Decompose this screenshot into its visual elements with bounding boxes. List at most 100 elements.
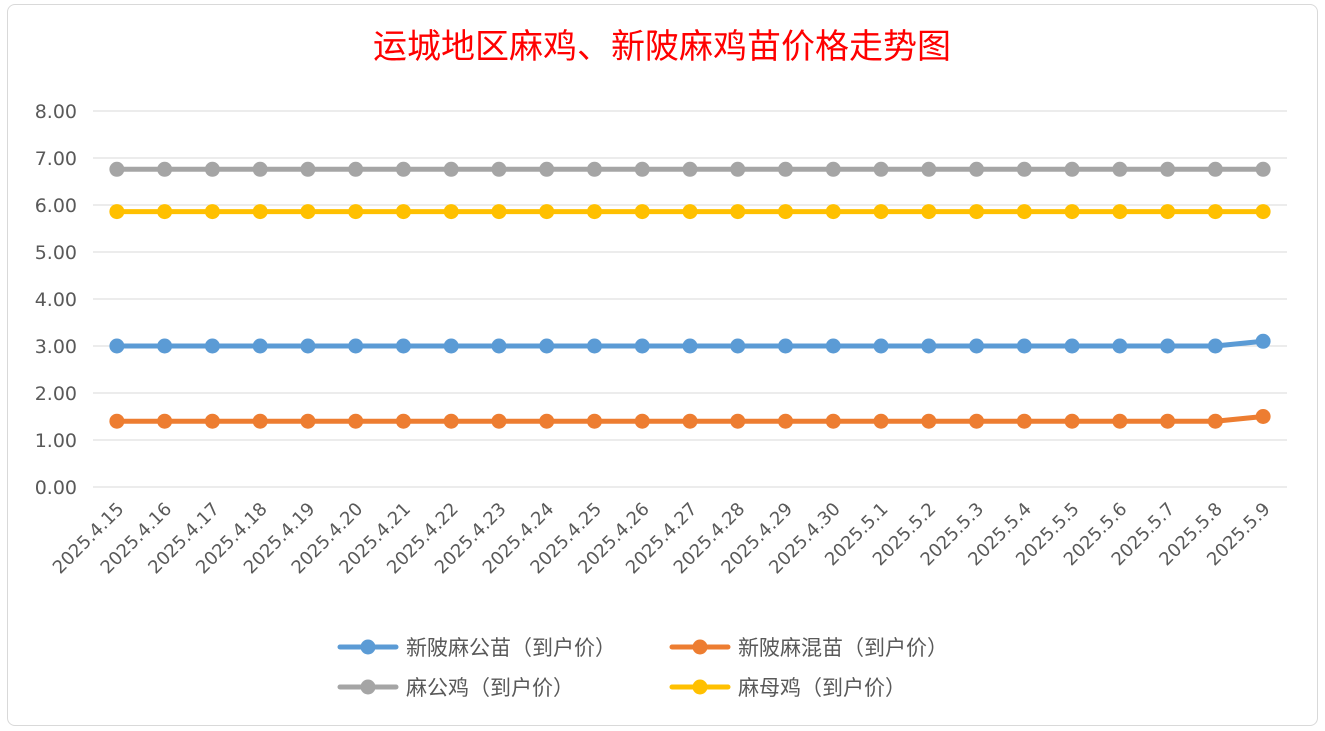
data-point [1016, 338, 1032, 354]
data-point [300, 161, 316, 177]
data-point [1016, 161, 1032, 177]
data-point [969, 204, 985, 220]
data-point [634, 161, 650, 177]
legend-swatch-marker [692, 639, 708, 655]
legend-label: 新陂麻混苗（到户价） [738, 636, 948, 660]
data-point [586, 204, 602, 220]
data-point [634, 413, 650, 429]
data-point [491, 204, 507, 220]
data-point [1207, 204, 1223, 220]
series-2 [109, 409, 1271, 429]
data-point [1064, 338, 1080, 354]
data-point [682, 413, 698, 429]
data-point [252, 338, 268, 354]
y-tick-label: 5.00 [35, 242, 77, 264]
data-point [348, 338, 364, 354]
data-point [1160, 161, 1176, 177]
data-point [252, 204, 268, 220]
legend-swatch-marker [692, 679, 708, 695]
data-point [157, 204, 173, 220]
data-point [300, 338, 316, 354]
series-1 [109, 333, 1271, 354]
data-point [348, 204, 364, 220]
legend-label: 新陂麻公苗（到户价） [406, 636, 616, 660]
y-tick-label: 0.00 [35, 477, 77, 499]
data-point [586, 338, 602, 354]
data-point [1160, 204, 1176, 220]
data-point [1112, 204, 1128, 220]
data-point [825, 204, 841, 220]
data-point [157, 338, 173, 354]
data-point [1207, 413, 1223, 429]
data-point [1160, 338, 1176, 354]
x-axis-ticks: 2025.4.152025.4.162025.4.172025.4.182025… [49, 499, 1275, 579]
data-point [778, 161, 794, 177]
data-point [1255, 161, 1271, 177]
series-4 [109, 204, 1271, 220]
data-point [109, 338, 125, 354]
data-point [539, 204, 555, 220]
legend-swatch-marker [360, 679, 376, 695]
data-point [348, 413, 364, 429]
data-point [586, 161, 602, 177]
data-point [157, 161, 173, 177]
legend-label: 麻母鸡（到户价） [738, 676, 906, 700]
data-point [873, 161, 889, 177]
data-point [1112, 413, 1128, 429]
data-point [730, 338, 746, 354]
data-point [539, 413, 555, 429]
data-point [1064, 204, 1080, 220]
data-point [778, 413, 794, 429]
data-point [204, 413, 220, 429]
data-point [1112, 161, 1128, 177]
data-point [252, 413, 268, 429]
legend-label: 麻公鸡（到户价） [406, 676, 574, 700]
data-point [348, 161, 364, 177]
data-point [491, 161, 507, 177]
data-point [539, 161, 555, 177]
data-point [1064, 413, 1080, 429]
data-point [682, 338, 698, 354]
data-point [825, 338, 841, 354]
data-point [682, 161, 698, 177]
data-point [491, 413, 507, 429]
data-point [730, 161, 746, 177]
data-point [443, 413, 459, 429]
legend-swatch-marker [360, 639, 376, 655]
data-point [1064, 161, 1080, 177]
data-point [539, 338, 555, 354]
data-point [730, 413, 746, 429]
data-point [825, 413, 841, 429]
data-point [109, 204, 125, 220]
data-point [969, 413, 985, 429]
legend-item: 新陂麻公苗（到户价） [337, 636, 616, 660]
data-point [634, 204, 650, 220]
y-tick-label: 7.00 [35, 148, 77, 170]
data-point [443, 338, 459, 354]
data-point [109, 413, 125, 429]
data-point [730, 204, 746, 220]
y-tick-label: 6.00 [35, 195, 77, 217]
data-point [395, 204, 411, 220]
legend-item: 麻公鸡（到户价） [337, 676, 574, 700]
y-axis-ticks: 0.00 1.00 2.00 3.00 4.00 5.00 6.00 7.00 8.00 [35, 101, 77, 499]
data-point [873, 204, 889, 220]
data-point [921, 161, 937, 177]
data-point [1207, 161, 1223, 177]
data-point [157, 413, 173, 429]
y-tick-label: 3.00 [35, 336, 77, 358]
gridlines [93, 110, 1287, 488]
data-point [395, 338, 411, 354]
data-point [825, 161, 841, 177]
data-point [682, 204, 698, 220]
chart-frame [7, 4, 1318, 726]
data-point [873, 338, 889, 354]
data-point [969, 338, 985, 354]
data-point [491, 338, 507, 354]
data-point [1160, 413, 1176, 429]
series-3 [109, 161, 1271, 177]
data-point [443, 204, 459, 220]
data-point [204, 338, 220, 354]
data-point [921, 413, 937, 429]
